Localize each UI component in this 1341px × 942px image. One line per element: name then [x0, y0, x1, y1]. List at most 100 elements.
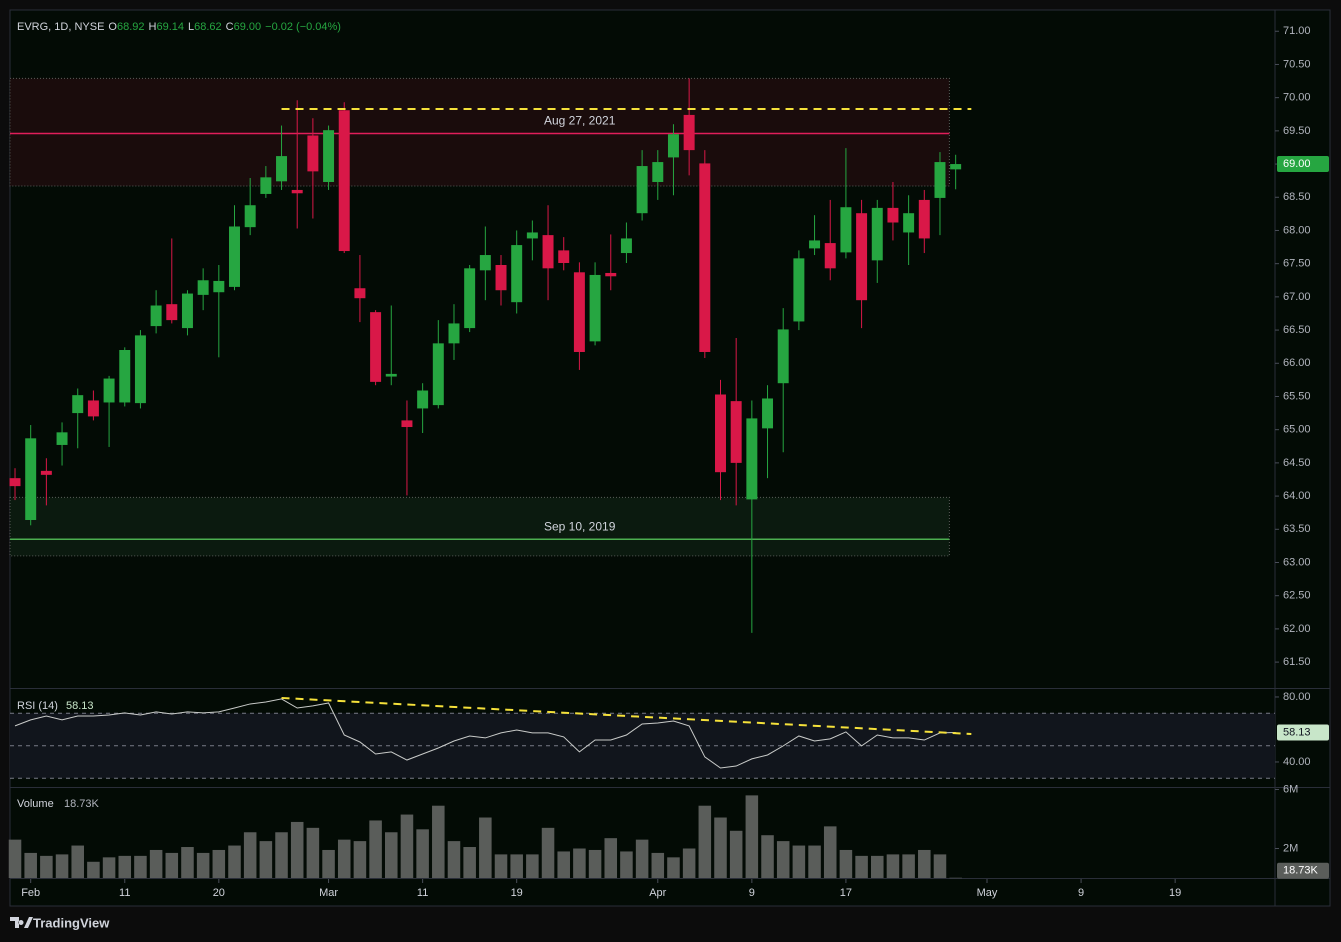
volume-bar — [8, 839, 22, 878]
brand: TradingView — [33, 915, 110, 930]
y-tick-label: 62.50 — [1283, 590, 1311, 602]
volume-bar — [149, 849, 163, 878]
candle-body — [166, 304, 178, 321]
volume-bar — [808, 845, 821, 878]
x-tick-label: Feb — [21, 887, 40, 899]
candle-body — [683, 114, 695, 151]
volume-badge — [1277, 862, 1329, 879]
candle-body — [715, 394, 726, 473]
volume-bar — [635, 839, 649, 878]
ohlc-value: 69.00 — [234, 21, 262, 33]
ohlc-key: C — [226, 21, 234, 33]
y-tick-label: 64.50 — [1283, 457, 1311, 469]
volume-bar — [259, 841, 273, 878]
ohlc-value: 68.62 — [194, 21, 222, 33]
volume-bar — [698, 805, 712, 878]
candle-body — [479, 255, 491, 271]
volume-bar — [510, 854, 523, 878]
volume-bar — [228, 845, 241, 878]
candle-body — [385, 373, 397, 377]
ohlc-key: H — [149, 21, 157, 33]
volume-title: Volume — [17, 798, 54, 810]
candle-body — [809, 240, 821, 249]
y-tick-label: 68.00 — [1283, 224, 1311, 236]
trendline — [281, 696, 972, 736]
volume-bar — [620, 851, 633, 878]
x-tick-label: 17 — [840, 887, 852, 899]
volume-bar — [479, 817, 492, 878]
candle-body — [323, 130, 335, 182]
candle-body — [620, 238, 632, 254]
candle-body — [354, 288, 366, 299]
candle-body — [777, 329, 789, 384]
ohlc-key: O — [108, 21, 117, 33]
candle-body — [197, 280, 209, 295]
candle-body — [636, 166, 648, 214]
price-badge — [1277, 156, 1329, 173]
rsi-value: 58.13 — [66, 700, 94, 712]
volume-bar — [886, 854, 900, 878]
volume-bar — [729, 830, 743, 878]
candle-body — [542, 235, 554, 269]
candle-body — [667, 134, 679, 158]
candle-body — [589, 274, 601, 342]
candle-body — [103, 378, 115, 403]
y-tick-label: 61.50 — [1283, 656, 1311, 668]
volume-bar — [792, 845, 806, 878]
candle-body — [573, 272, 585, 352]
volume-bar — [761, 835, 774, 878]
y-tick-label: 2M — [1283, 842, 1298, 854]
x-tick-label: May — [977, 887, 998, 899]
volume-bar — [714, 817, 727, 878]
volume-bar — [902, 854, 915, 878]
volume-bar — [353, 841, 367, 878]
x-tick-label: 20 — [213, 887, 225, 899]
candle-body — [260, 177, 272, 194]
volume-bar — [87, 861, 100, 878]
volume-badge-label: 18.73K — [1283, 865, 1319, 877]
volume-bar — [275, 832, 288, 878]
volume-bar — [243, 832, 257, 878]
y-tick-label: 71.00 — [1283, 25, 1311, 37]
candle-body — [793, 258, 805, 322]
ohlc-value: 68.92 — [117, 21, 145, 33]
volume-bar — [290, 821, 304, 878]
x-tick-label: Apr — [649, 887, 666, 899]
candle-body — [370, 312, 382, 382]
y-tick-label: 63.50 — [1283, 523, 1311, 535]
candle-body — [244, 205, 256, 228]
candle-body — [448, 323, 460, 344]
volume-bar — [71, 845, 84, 878]
candle-body — [276, 156, 288, 182]
y-tick-label: 70.50 — [1283, 58, 1311, 70]
volume-bar — [667, 857, 680, 878]
candle-body — [871, 207, 883, 261]
candle-body — [934, 162, 946, 198]
y-tick-label: 66.00 — [1283, 357, 1311, 369]
tradingview-logo — [10, 917, 33, 928]
volume-bar — [432, 805, 445, 878]
y-tick-label: 64.00 — [1283, 490, 1311, 502]
volume-bar — [40, 855, 53, 878]
volume-bar — [55, 854, 69, 878]
volume-value: 18.73K — [64, 798, 100, 810]
zone — [9, 496, 950, 557]
y-tick-label: 67.00 — [1283, 291, 1311, 303]
zone-label: Aug 27, 2021 — [544, 114, 616, 128]
volume-bar — [24, 852, 37, 878]
symbol: EVRG, 1D, NYSE — [17, 21, 104, 33]
volume-bar — [337, 839, 351, 878]
candle-body — [464, 268, 476, 329]
candle-body — [417, 390, 429, 409]
x-tick-label: 19 — [511, 887, 523, 899]
candle-body — [824, 243, 836, 269]
volume-bar — [212, 849, 226, 878]
x-tick-label: 19 — [1169, 887, 1181, 899]
volume-bar — [416, 829, 429, 878]
rsi-badge — [1277, 724, 1329, 741]
y-tick-label: 66.50 — [1283, 324, 1311, 336]
x-tick-label: 9 — [1078, 887, 1084, 899]
volume-bar — [682, 848, 696, 878]
